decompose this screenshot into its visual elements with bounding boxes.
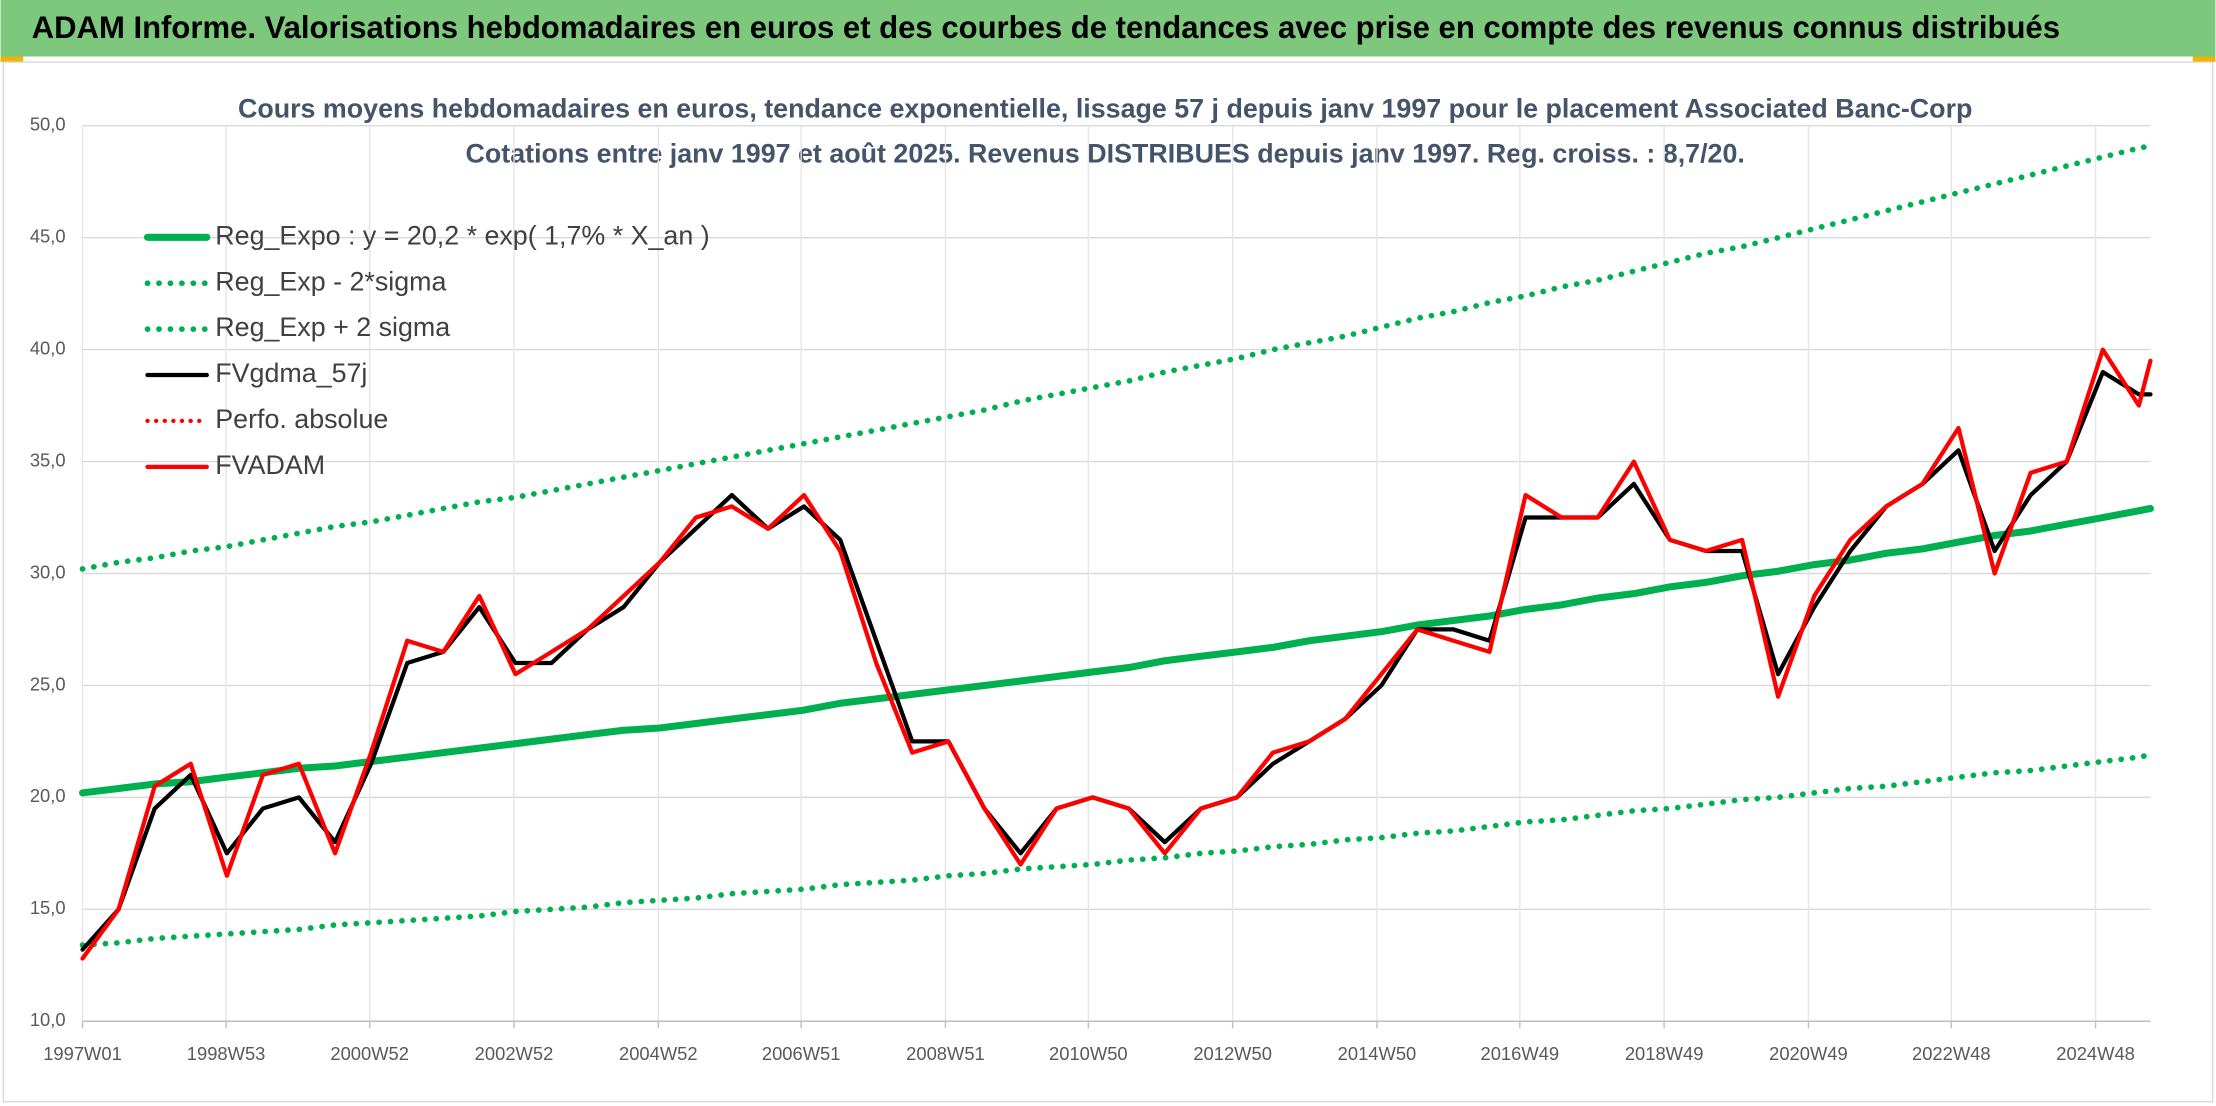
- corner-mark: [0, 56, 24, 63]
- x-tick-label: 2012W50: [1193, 1043, 1272, 1064]
- y-tick-label: 30,0: [30, 561, 66, 582]
- chart-subtitle: Cotations entre janv 1997 et août 2025. …: [466, 138, 1745, 168]
- y-tick-label: 45,0: [30, 225, 66, 246]
- series-line: [79, 143, 2154, 572]
- x-tick-label: 2016W49: [1481, 1043, 1560, 1064]
- x-tick-label: 2008W51: [906, 1043, 985, 1064]
- series-line: [80, 347, 2153, 961]
- grid: 10,0 15,0 20,0 25,0 30,0 35,0 40,0 45,0 50,0 1997…: [30, 114, 2151, 1064]
- y-tick-label: 20,0: [30, 785, 66, 806]
- legend-label: Reg_Exp + 2 sigma: [215, 312, 450, 342]
- y-tick-label: 35,0: [30, 449, 66, 470]
- legend-label: Reg_Exp - 2*sigma: [215, 266, 446, 296]
- x-tick-label: 2000W52: [330, 1043, 409, 1064]
- legend-label: Reg_Expo : y = 20,2 * exp( 1,7% * X_an ): [215, 220, 709, 250]
- plot: [78, 143, 2154, 961]
- x-tick-label: 2004W52: [619, 1043, 698, 1064]
- x-tick-label: 2006W51: [762, 1043, 841, 1064]
- x-tick-label: 2014W50: [1338, 1043, 1417, 1064]
- corner-mark: [2192, 56, 2216, 63]
- header-bar: [0, 0, 2216, 57]
- x-tick-label: 1998W53: [187, 1043, 266, 1064]
- legend: Reg_Expo : y = 20,2 * exp( 1,7% * X_an )…: [143, 220, 710, 480]
- x-tick-label: 2018W49: [1625, 1043, 1704, 1064]
- series-line: [78, 504, 2154, 797]
- legend-label: Perfo. absolue: [215, 404, 388, 434]
- header-title: ADAM Informe. Valorisations hebdomadaire…: [32, 10, 2060, 45]
- x-tick-label: 2022W48: [1912, 1043, 1991, 1064]
- y-tick-label: 40,0: [30, 337, 66, 358]
- legend-label: FVgdma_57j: [215, 358, 367, 388]
- chart-title: Cours moyens hebdomadaires en euros, ten…: [238, 93, 1972, 123]
- x-tick-label: 2020W49: [1769, 1043, 1848, 1064]
- y-tick-label: 10,0: [30, 1009, 66, 1030]
- x-tick-label: 2024W48: [2056, 1043, 2135, 1064]
- series-line: [79, 752, 2154, 948]
- x-tick-label: 2002W52: [475, 1043, 554, 1064]
- x-tick-label: 2010W50: [1049, 1043, 1128, 1064]
- x-tick-label: 1997W01: [43, 1043, 122, 1064]
- y-tick-label: 15,0: [30, 897, 66, 918]
- y-tick-label: 25,0: [30, 673, 66, 694]
- chart-border: [2, 61, 2214, 1103]
- legend-label: FVADAM: [215, 450, 325, 480]
- y-tick-label: 50,0: [30, 114, 66, 135]
